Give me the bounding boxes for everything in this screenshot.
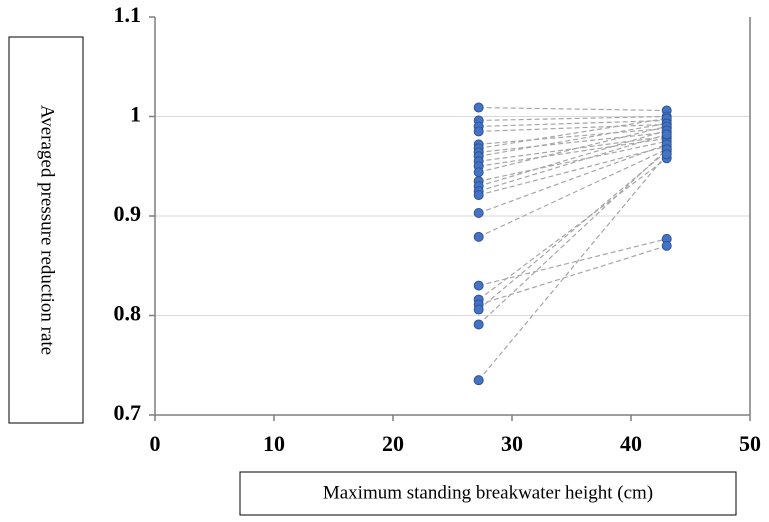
pair-line-0 bbox=[478, 106, 667, 112]
pair-lines bbox=[478, 106, 668, 381]
pair-line-13 bbox=[478, 133, 667, 192]
pair-line-19 bbox=[478, 245, 667, 306]
x-tick-label-3: 30 bbox=[501, 431, 523, 456]
data-point-20-0 bbox=[473, 304, 484, 315]
pair-line-3 bbox=[478, 123, 667, 133]
pair-line-22 bbox=[478, 153, 668, 381]
y-tick-label-0: 0.7 bbox=[114, 400, 142, 425]
data-point-14-0 bbox=[473, 190, 484, 201]
pair-line-10 bbox=[478, 125, 667, 173]
data-point-17-0 bbox=[473, 280, 484, 291]
y-axis-title: Averaged pressure reduction rate bbox=[37, 105, 58, 355]
data-point-15-0 bbox=[473, 208, 484, 219]
pair-line-1 bbox=[478, 115, 667, 122]
data-point-19-1 bbox=[661, 240, 672, 251]
pair-line-2 bbox=[478, 119, 667, 128]
x-axis-title: Maximum standing breakwater height (cm) bbox=[323, 482, 653, 503]
pair-line-18 bbox=[478, 157, 668, 301]
x-axis-title-box: Maximum standing breakwater height (cm) bbox=[239, 471, 737, 516]
y-tick-label-1: 0.8 bbox=[114, 301, 142, 326]
y-axis-title-box: Averaged pressure reduction rate bbox=[8, 36, 84, 424]
data-point-10-0 bbox=[473, 167, 484, 178]
pair-line-21 bbox=[478, 148, 668, 325]
y-tick-label-3: 1 bbox=[130, 102, 141, 127]
data-point-22-1 bbox=[661, 149, 672, 160]
x-tick-label-4: 40 bbox=[620, 431, 642, 456]
pair-line-11 bbox=[478, 140, 667, 182]
pair-line-14 bbox=[478, 145, 667, 196]
pair-line-16 bbox=[478, 148, 667, 238]
x-tick-label-1: 10 bbox=[263, 431, 285, 456]
x-tick-label-2: 20 bbox=[382, 431, 404, 456]
y-tick-label-2: 0.9 bbox=[114, 201, 142, 226]
pair-line-17 bbox=[478, 238, 667, 287]
pair-line-12 bbox=[478, 129, 667, 187]
data-point-16-0 bbox=[473, 231, 484, 242]
pair-line-15 bbox=[478, 143, 667, 214]
y-tick-label-4: 1.1 bbox=[114, 2, 142, 27]
tick-labels: 0 10 20 30 40 50 0.7 0.8 0.9 1 1.1 bbox=[114, 2, 762, 456]
data-point-0-0 bbox=[473, 102, 484, 113]
data-point-13-1 bbox=[661, 129, 672, 140]
data-point-3-0 bbox=[473, 126, 484, 137]
x-tick-label-5: 50 bbox=[739, 431, 761, 456]
data-points bbox=[473, 102, 672, 386]
data-point-21-0 bbox=[473, 319, 484, 330]
pair-line-20 bbox=[478, 150, 668, 310]
data-point-22-0 bbox=[473, 375, 484, 386]
x-tick-label-0: 0 bbox=[150, 431, 161, 456]
axes bbox=[149, 16, 751, 421]
